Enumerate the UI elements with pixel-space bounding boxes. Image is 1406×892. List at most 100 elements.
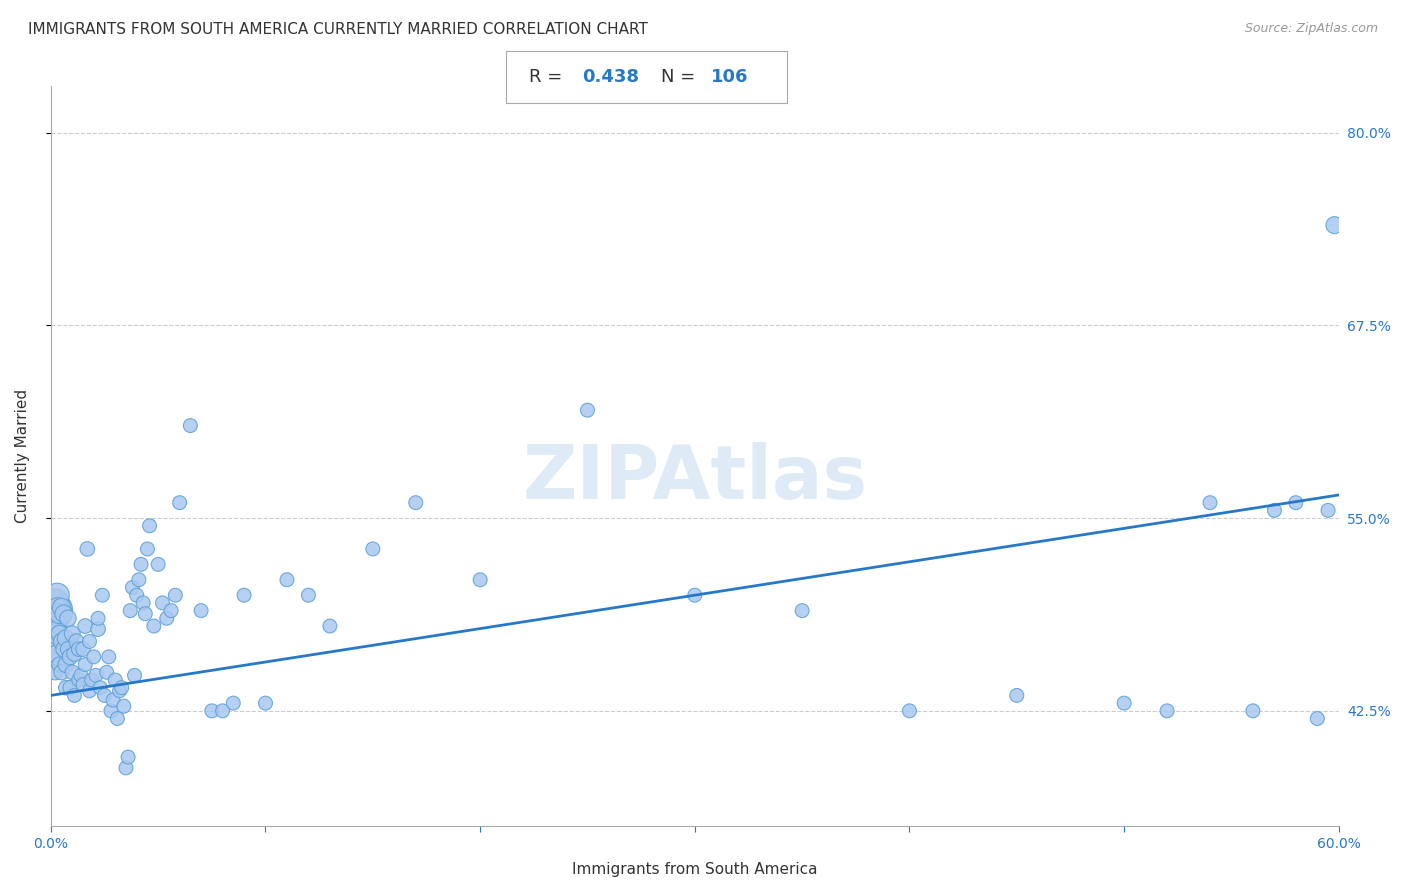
Point bbox=[146, 558, 169, 572]
Point bbox=[142, 619, 165, 633]
Point bbox=[1156, 704, 1178, 718]
Point bbox=[83, 649, 105, 664]
Point bbox=[160, 604, 183, 618]
Point bbox=[46, 588, 69, 602]
Point bbox=[60, 626, 83, 640]
Point bbox=[120, 604, 142, 618]
Point bbox=[51, 600, 73, 615]
Point bbox=[44, 596, 66, 610]
Point bbox=[72, 642, 94, 657]
Point bbox=[44, 665, 66, 680]
Point bbox=[75, 619, 97, 633]
Point bbox=[319, 619, 342, 633]
Text: 106: 106 bbox=[711, 68, 749, 86]
Point bbox=[405, 496, 427, 510]
Point bbox=[576, 403, 599, 417]
Text: ZIPAtlas: ZIPAtlas bbox=[522, 442, 868, 515]
Point bbox=[1323, 218, 1346, 232]
Point bbox=[84, 668, 107, 682]
Point bbox=[55, 657, 77, 672]
Point bbox=[72, 678, 94, 692]
Point bbox=[169, 496, 191, 510]
Point bbox=[1199, 496, 1222, 510]
Point bbox=[51, 665, 73, 680]
Point bbox=[111, 681, 134, 695]
Point bbox=[46, 600, 69, 615]
Point bbox=[138, 518, 160, 533]
Point bbox=[55, 681, 77, 695]
Point bbox=[42, 649, 65, 664]
Text: R =: R = bbox=[529, 68, 568, 86]
Point bbox=[792, 604, 814, 618]
Point bbox=[108, 683, 131, 698]
Point bbox=[63, 689, 86, 703]
Point bbox=[42, 619, 65, 633]
Point bbox=[112, 699, 135, 714]
Point bbox=[104, 673, 127, 687]
Point bbox=[56, 642, 79, 657]
Point bbox=[124, 668, 146, 682]
Point bbox=[80, 673, 103, 687]
Point bbox=[46, 622, 69, 636]
Point bbox=[1306, 712, 1329, 726]
Point bbox=[165, 588, 187, 602]
Point bbox=[59, 681, 82, 695]
Point bbox=[211, 704, 233, 718]
Point bbox=[48, 626, 70, 640]
Point bbox=[254, 696, 277, 710]
Point bbox=[121, 581, 143, 595]
Point bbox=[115, 761, 138, 775]
Point bbox=[51, 634, 73, 648]
Point bbox=[683, 588, 706, 602]
Point bbox=[1005, 689, 1028, 703]
Point bbox=[1114, 696, 1136, 710]
Point bbox=[91, 588, 114, 602]
Point bbox=[87, 611, 110, 625]
Point bbox=[67, 673, 90, 687]
Point bbox=[56, 611, 79, 625]
Point bbox=[152, 596, 174, 610]
Point bbox=[134, 607, 156, 621]
Text: Source: ZipAtlas.com: Source: ZipAtlas.com bbox=[1244, 22, 1378, 36]
Point bbox=[132, 596, 155, 610]
Point bbox=[44, 607, 66, 621]
Y-axis label: Currently Married: Currently Married bbox=[15, 389, 30, 524]
Point bbox=[222, 696, 245, 710]
Point bbox=[128, 573, 150, 587]
Point bbox=[76, 541, 98, 556]
Point bbox=[79, 683, 101, 698]
Point bbox=[70, 668, 93, 682]
Point bbox=[96, 665, 118, 680]
Point bbox=[201, 704, 224, 718]
Point bbox=[67, 642, 90, 657]
Point bbox=[79, 634, 101, 648]
Point bbox=[44, 626, 66, 640]
Text: N =: N = bbox=[661, 68, 700, 86]
Point bbox=[75, 657, 97, 672]
Point bbox=[470, 573, 492, 587]
Point bbox=[190, 604, 212, 618]
Point bbox=[101, 693, 124, 707]
X-axis label: Immigrants from South America: Immigrants from South America bbox=[572, 862, 817, 877]
Text: IMMIGRANTS FROM SOUTH AMERICA CURRENTLY MARRIED CORRELATION CHART: IMMIGRANTS FROM SOUTH AMERICA CURRENTLY … bbox=[28, 22, 648, 37]
Point bbox=[156, 611, 179, 625]
Point bbox=[1317, 503, 1340, 517]
Point bbox=[1241, 704, 1264, 718]
Point bbox=[179, 418, 201, 433]
Point bbox=[233, 588, 256, 602]
Point bbox=[42, 611, 65, 625]
Point bbox=[1285, 496, 1308, 510]
Point bbox=[276, 573, 298, 587]
Point bbox=[44, 647, 66, 661]
Point bbox=[97, 649, 120, 664]
Point bbox=[42, 634, 65, 648]
Point bbox=[129, 558, 152, 572]
Point bbox=[60, 665, 83, 680]
Point bbox=[1263, 503, 1285, 517]
Point bbox=[59, 649, 82, 664]
Point bbox=[125, 588, 148, 602]
Point bbox=[55, 632, 77, 646]
Point bbox=[63, 647, 86, 661]
Point bbox=[65, 634, 87, 648]
Point bbox=[117, 750, 139, 764]
